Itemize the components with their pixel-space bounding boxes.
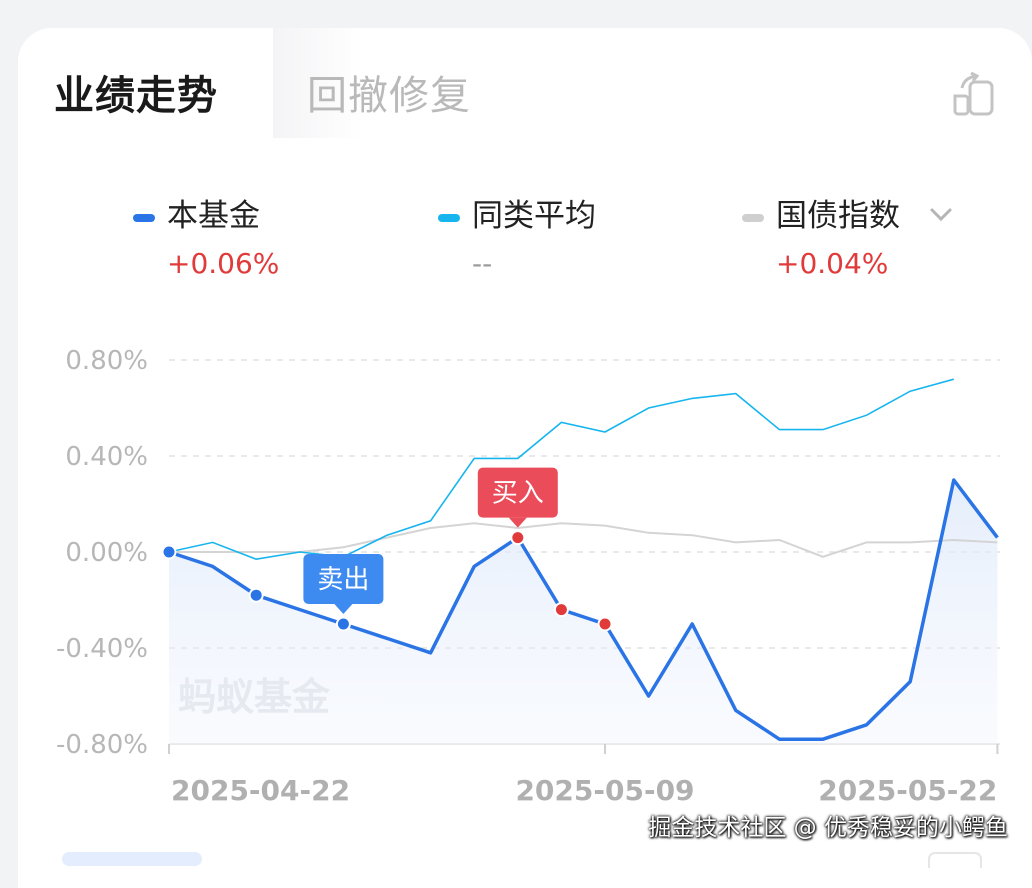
tab-drawdown-recovery[interactable]: 回撤修复 [307,73,471,119]
sell-tag-box [303,554,384,604]
bond-legend-swatch [742,214,764,222]
peer-average-line [168,378,955,561]
fund-marker-point [335,616,351,632]
y-tick-label: 0.40% [65,442,148,472]
fund-area-fill [169,480,998,744]
chart-watermark: 蚂蚁基金 [178,675,331,719]
x-tick-label: 2025-05-22 [818,774,997,807]
y-tick-label: 0.00% [65,538,148,568]
share-card-icon[interactable] [950,72,998,116]
buy-tag-box [477,467,558,518]
legend-label-peer-average: 同类平均 [472,198,596,234]
active-tab-background [18,28,273,148]
peer-legend-swatch [438,214,460,222]
tab-performance-trend[interactable]: 业绩走势 [54,73,218,119]
tab-bar-background [273,28,1032,138]
sell-tag-pointer [334,604,353,614]
x-tick-label: 2025-05-09 [515,774,694,807]
legend-value-fund: +0.06% [167,247,280,280]
x-tick-label: 2025-04-22 [171,774,350,807]
fund-marker-point [597,616,613,632]
credit-watermark: 掘金技术社区 @ 优秀稳妥的小鳄鱼 [648,815,1008,841]
y-tick-label: -0.40% [56,634,148,664]
fund-marker-point [553,602,569,618]
buy-tag-pointer [508,517,527,528]
sell-tag-label: 卖出 [317,565,369,595]
fund-marker-point [161,544,177,560]
fund-line [168,478,999,741]
legend-value-bond-index: +0.04% [776,247,889,280]
performance-line-chart[interactable]: 0.80% 0.40% 0.00% -0.40% -0.80% 2025-04-22 202… [0,0,1032,859]
bottom-button-partial[interactable] [62,852,202,866]
fund-marker-point [248,587,264,603]
y-tick-label: 0.80% [65,346,148,376]
fund-legend-swatch [133,214,155,222]
legend-label-bond-index: 国债指数 [776,198,900,234]
fund-marker-point [510,530,526,546]
chevron-down-icon[interactable] [926,200,956,230]
y-tick-label: -0.80% [56,730,148,760]
legend-label-fund: 本基金 [167,198,260,234]
bond-index-line [169,522,998,558]
bottom-circle-partial[interactable] [928,852,982,868]
legend-value-peer-average: -- [472,247,493,280]
buy-tag-label: 买入 [492,479,544,509]
